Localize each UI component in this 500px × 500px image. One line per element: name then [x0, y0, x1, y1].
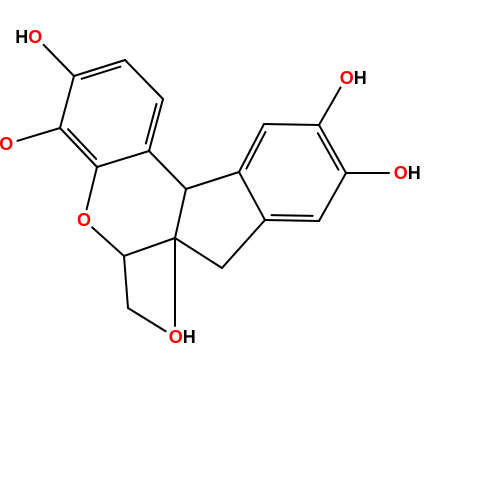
- molecule-diagram: O HO HO OH OH OH: [0, 0, 500, 500]
- atom-label: O: [77, 210, 91, 230]
- atom-label: HO: [0, 134, 13, 154]
- atom-label: OH: [340, 68, 367, 88]
- atom-label: HO: [15, 27, 42, 47]
- atom-label: OH: [394, 163, 421, 183]
- atom-label: OH: [169, 327, 196, 347]
